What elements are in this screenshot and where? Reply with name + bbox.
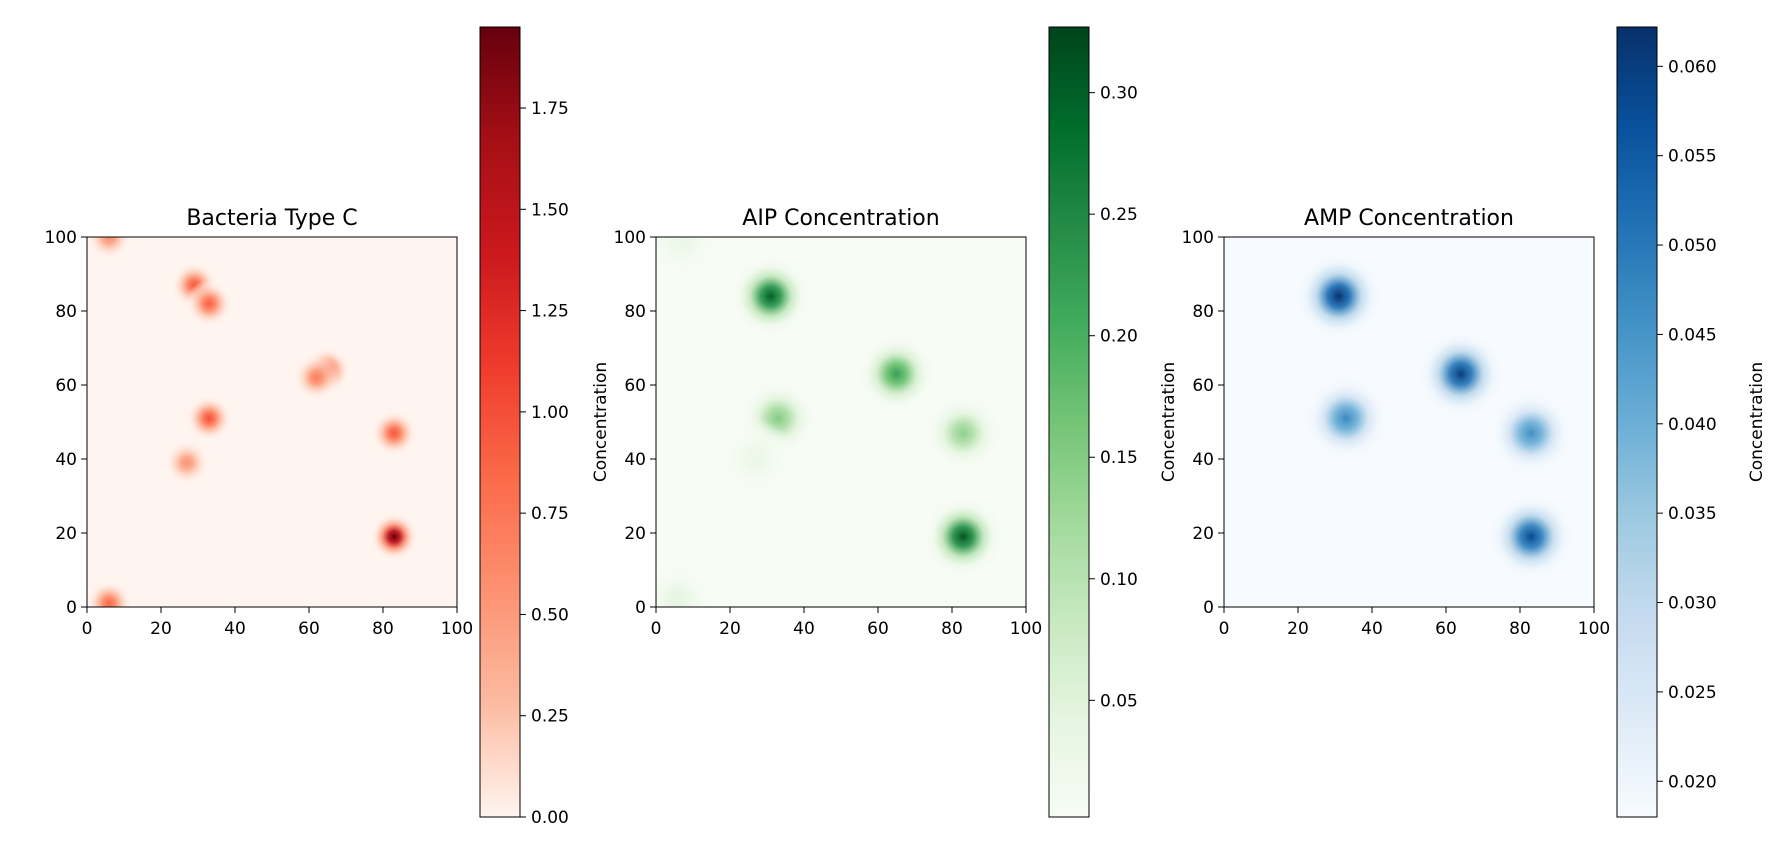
colorbar-tick-label: 0.030 — [1668, 594, 1717, 614]
colorbar-tick-label: 0.025 — [1668, 683, 1717, 703]
y-tick-label: 20 — [624, 524, 646, 544]
colorbar-tick-label: 0.30 — [1100, 84, 1138, 104]
plot-frame — [655, 236, 1027, 608]
x-tick-label: 0 — [82, 619, 93, 639]
heatmap-hotspot — [922, 496, 1004, 578]
heatmap-hotspot — [1486, 388, 1576, 478]
heatmap-panel: AIP Concentration 0 20 40 60 80 100 0 20 40 60 80 10… — [591, 26, 1138, 818]
x-tick-label: 20 — [150, 619, 172, 639]
heatmap-hotspot — [855, 333, 938, 415]
y-tick-label: 60 — [55, 376, 77, 396]
colorbar-label-right: Concentration — [1747, 362, 1767, 482]
chart-title: AMP Concentration — [1304, 206, 1514, 231]
colorbar-tick-label: 1.25 — [531, 302, 569, 322]
colorbar — [1616, 26, 1658, 818]
heatmap-hotspot — [87, 237, 134, 262]
colorbar-label: Concentration — [591, 362, 611, 482]
colorbar-tick-label: 0.020 — [1668, 772, 1717, 792]
y-tick-label: 40 — [1192, 450, 1214, 470]
x-tick-label: 60 — [867, 619, 889, 639]
heatmap-hotspot — [185, 279, 234, 328]
y-tick-label: 40 — [55, 450, 77, 470]
x-tick-label: 20 — [719, 619, 741, 639]
colorbar-label: Concentration — [1159, 362, 1179, 482]
colorbar-tick-label: 0.00 — [531, 808, 569, 828]
plot-frame — [1223, 236, 1595, 608]
x-tick-label: 20 — [1287, 619, 1309, 639]
colorbar-tick-label: 0.040 — [1668, 415, 1717, 435]
heatmap-hotspot — [87, 579, 134, 607]
colorbar-tick-label: 0.060 — [1668, 57, 1717, 77]
y-tick-label: 80 — [1192, 302, 1214, 322]
heatmap-hotspot — [370, 512, 419, 561]
chart-title: Bacteria Type C — [186, 206, 357, 231]
x-tick-label: 0 — [651, 619, 662, 639]
x-tick-label: 100 — [441, 619, 473, 639]
colorbar-tick-label: 1.50 — [531, 200, 569, 220]
plot-frame — [86, 236, 458, 608]
heatmap-hotspot — [1486, 492, 1576, 582]
heatmap-hotspot — [370, 409, 419, 458]
y-tick-label: 100 — [1182, 228, 1214, 248]
colorbar-tick-label: 0.75 — [531, 504, 569, 524]
y-tick-label: 60 — [1192, 376, 1214, 396]
colorbar-tick-label: 0.045 — [1668, 325, 1717, 345]
y-tick-label: 20 — [1192, 524, 1214, 544]
heatmap-hotspot — [185, 394, 234, 443]
colorbar-tick-label: 0.25 — [531, 707, 569, 727]
y-tick-label: 100 — [614, 228, 646, 248]
y-tick-label: 60 — [624, 376, 646, 396]
x-tick-label: 40 — [1361, 619, 1383, 639]
heatmap-hotspot — [730, 255, 812, 337]
colorbar — [1048, 26, 1090, 818]
colorbar-tick-label: 1.00 — [531, 403, 569, 423]
y-tick-label: 0 — [1203, 598, 1214, 618]
heatmap-hotspot — [1416, 329, 1506, 419]
heatmap-hotspot — [292, 353, 341, 402]
colorbar-tick-label: 0.05 — [1100, 691, 1138, 711]
y-tick-label: 20 — [55, 524, 77, 544]
colorbar-tick-label: 0.20 — [1100, 327, 1138, 347]
heatmap-panel: Bacteria Type C 0 20 40 60 80 100 0 20 40 60 80 100 0… — [45, 26, 569, 828]
colorbar-tick-label: 0.050 — [1668, 236, 1717, 256]
x-tick-label: 80 — [1509, 619, 1531, 639]
x-tick-label: 40 — [793, 619, 815, 639]
heatmap-hotspot — [1294, 251, 1384, 341]
heatmap-hotspot — [656, 558, 719, 607]
colorbar-tick-label: 0.10 — [1100, 570, 1138, 590]
x-tick-label: 100 — [1010, 619, 1042, 639]
heatmap-hotspot — [922, 392, 1004, 474]
colorbar-tick-label: 0.035 — [1668, 504, 1717, 524]
colorbar-tick-label: 1.75 — [531, 99, 569, 119]
y-tick-label: 100 — [45, 228, 77, 248]
y-tick-label: 80 — [624, 302, 646, 322]
y-tick-label: 0 — [635, 598, 646, 618]
x-tick-label: 40 — [224, 619, 246, 639]
heatmap-hotspot — [1301, 373, 1391, 463]
x-tick-label: 60 — [1435, 619, 1457, 639]
x-tick-label: 100 — [1578, 619, 1610, 639]
y-tick-label: 40 — [624, 450, 646, 470]
colorbar-tick-label: 0.25 — [1100, 205, 1138, 225]
heatmap-hotspot — [715, 418, 797, 500]
x-tick-label: 0 — [1219, 619, 1230, 639]
heatmap-panel: AMP Concentration 0 20 40 60 80 100 0 20 40 60 80 10… — [1159, 26, 1767, 818]
colorbar-tick-label: 0.055 — [1668, 147, 1717, 167]
y-tick-label: 80 — [55, 302, 77, 322]
x-tick-label: 60 — [298, 619, 320, 639]
y-tick-label: 0 — [66, 598, 77, 618]
chart-title: AIP Concentration — [742, 206, 939, 231]
x-tick-label: 80 — [372, 619, 394, 639]
x-tick-label: 80 — [941, 619, 963, 639]
colorbar — [479, 26, 521, 818]
colorbar-tick-label: 0.50 — [531, 605, 569, 625]
heatmap-hotspot — [656, 237, 723, 282]
heatmap-hotspot — [162, 438, 211, 487]
colorbar-tick-label: 0.15 — [1100, 448, 1138, 468]
